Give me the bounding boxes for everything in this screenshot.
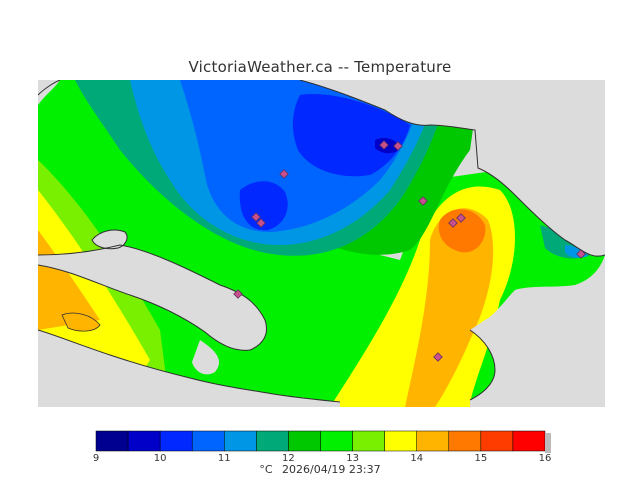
band-cold-core-2 (239, 181, 288, 231)
water-northeast (300, 80, 605, 257)
legend-shadow (545, 433, 551, 453)
legend-swatch (191, 430, 225, 452)
coastlines (38, 80, 605, 403)
unit-label: °C (259, 463, 273, 476)
legend-tick-label: 12 (282, 453, 295, 464)
water-south (38, 330, 340, 407)
station-marker (251, 212, 261, 222)
station-marker (418, 196, 428, 206)
station-marker (456, 213, 466, 223)
station-marker (448, 218, 458, 228)
legend-tick-label: 11 (218, 453, 231, 464)
band-east-orange (405, 208, 494, 407)
contour-bands (38, 80, 605, 407)
legend-tick-label: 16 (539, 453, 552, 464)
legend-swatch (384, 430, 417, 452)
legend-bars (95, 430, 551, 453)
band-cold-core (292, 94, 410, 177)
legend-swatch (416, 430, 450, 452)
station-marker (379, 140, 389, 150)
station-marker (433, 352, 443, 362)
water-inlet-arm (92, 230, 128, 249)
station-markers (233, 140, 586, 362)
station-marker (393, 141, 403, 151)
legend-swatch (512, 430, 546, 452)
legend-swatch (224, 430, 257, 452)
legend-swatch (352, 430, 385, 452)
legend-tick-label: 9 (93, 453, 99, 464)
legend-swatch (256, 430, 289, 452)
legend-swatch (159, 430, 193, 452)
legend-tick-label: 15 (474, 453, 487, 464)
legend-swatch (95, 430, 129, 452)
legend-swatch (320, 430, 353, 452)
legend-footer: °C 2026/04/19 23:37 (0, 463, 640, 476)
timestamp: 2026/04/19 23:37 (282, 463, 381, 476)
water-overlays (38, 80, 605, 407)
legend-tick-label: 10 (154, 453, 167, 464)
map-title: VictoriaWeather.ca -- Temperature (188, 58, 452, 76)
station-marker (233, 289, 243, 299)
water-southeast (470, 255, 605, 407)
legend-swatch (288, 430, 321, 452)
water-south-2 (192, 340, 220, 375)
legend-tick-label: 13 (346, 453, 359, 464)
legend-tick-label: 14 (410, 453, 423, 464)
water-north (38, 80, 60, 105)
land-temperature-field (38, 80, 605, 407)
station-marker (279, 169, 289, 179)
station-marker (576, 249, 586, 259)
water-inlet (38, 245, 267, 351)
island-southwest (61, 312, 101, 332)
legend-swatch (448, 430, 482, 452)
legend-ticks: 9 10 11 12 13 14 15 16 (93, 453, 552, 464)
legend-swatch (480, 430, 514, 452)
station-marker (256, 218, 266, 228)
legend-swatch (127, 430, 161, 452)
band-east-red (438, 209, 486, 253)
